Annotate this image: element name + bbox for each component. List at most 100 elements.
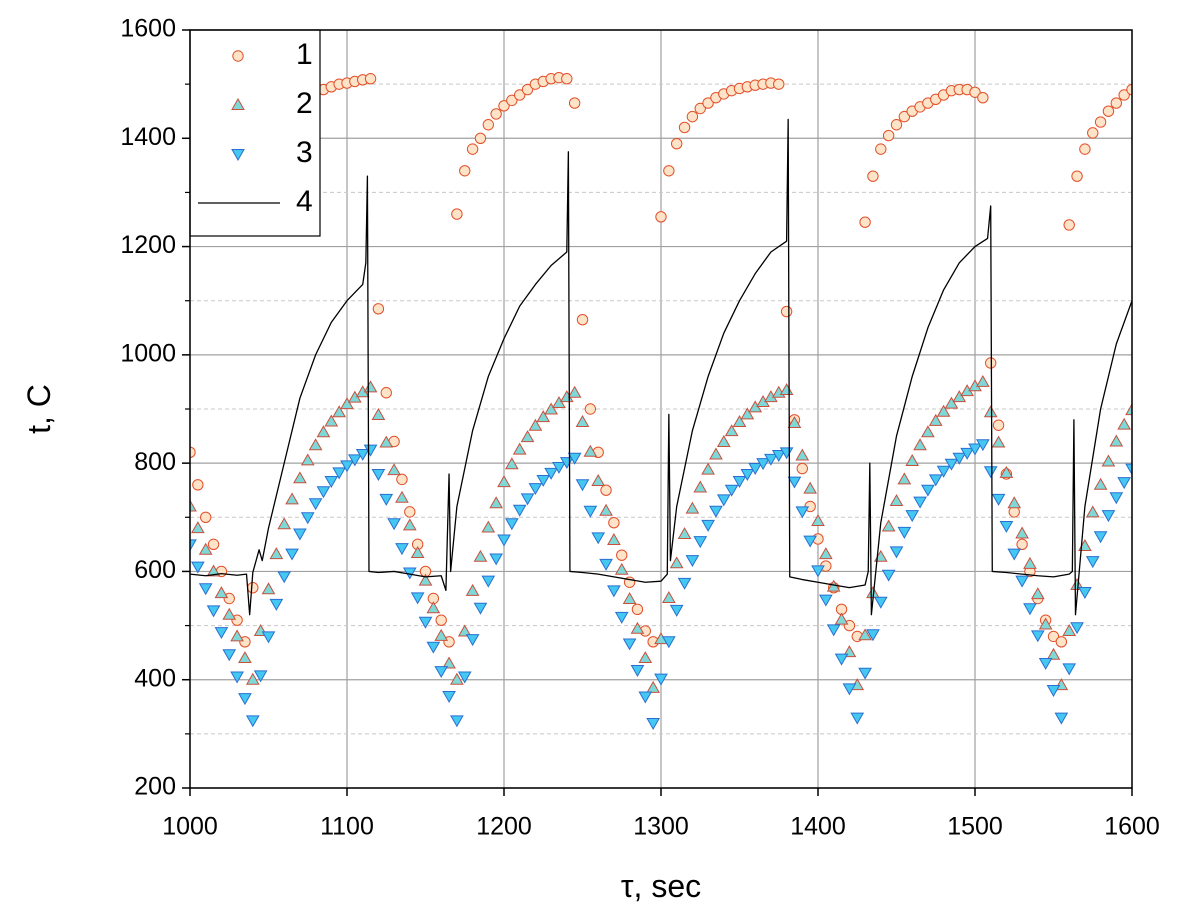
triangle-down-marker (269, 598, 284, 611)
circle-marker (600, 484, 612, 496)
triangle-up-marker (732, 415, 747, 427)
x-tick-label: 1600 (1104, 813, 1160, 841)
legend: 1 2 3 4 (189, 29, 321, 237)
triangle-down-marker (363, 444, 378, 457)
circle-marker (372, 303, 385, 315)
triangle-down-marker (881, 569, 896, 582)
triangle-down-marker (214, 627, 229, 640)
triangle-up-marker (638, 651, 653, 664)
triangle-down-marker (245, 715, 260, 728)
triangle-up-marker (685, 501, 700, 514)
triangle-up-marker (497, 475, 511, 488)
y-tick-label: 400 (134, 664, 176, 692)
triangle-up-marker (552, 396, 566, 409)
triangle-down-marker (834, 653, 849, 666)
triangle-down-marker (819, 594, 833, 607)
triangle-down-marker (426, 641, 441, 654)
triangle-down-marker (709, 505, 723, 518)
triangle-down-marker (716, 494, 731, 507)
triangle-down-marker (450, 715, 464, 728)
triangle-down-marker (991, 493, 1006, 506)
triangle-down-marker (379, 493, 394, 506)
triangle-down-marker (732, 476, 747, 488)
triangle-up-marker (803, 481, 817, 494)
triangle-up-marker (913, 438, 927, 451)
triangle-down-marker (599, 558, 613, 571)
y-tick-label: 1600 (120, 15, 176, 43)
triangle-down-marker (873, 596, 888, 609)
triangle-down-marker (1125, 463, 1132, 476)
triangle-up-marker (1046, 647, 1061, 660)
triangle-up-marker (190, 499, 197, 512)
triangle-up-marker (473, 549, 488, 562)
triangle-down-marker (1062, 663, 1077, 676)
triangle-down-marker (622, 638, 637, 651)
circle-marker (1102, 105, 1115, 117)
axes: 1000 1100 1200 1300 1400 1500 1600 200 400 600 800… (120, 15, 1159, 841)
circle-marker (584, 403, 597, 415)
triangle-up-marker (567, 385, 582, 398)
triangle-down-marker (230, 671, 244, 684)
triangle-up-marker (457, 624, 472, 637)
circle-marker (969, 86, 981, 98)
triangle-down-marker (936, 465, 951, 478)
triangle-up-marker (599, 503, 613, 516)
triangle-up-marker (1038, 617, 1053, 630)
triangle-down-marker (371, 468, 386, 481)
triangle-up-marker (489, 496, 503, 509)
triangle-down-marker (764, 453, 778, 466)
triangle-down-marker (1078, 587, 1092, 599)
triangle-up-marker (450, 672, 464, 685)
triangle-up-marker (1062, 623, 1077, 636)
triangle-down-marker (308, 498, 323, 511)
triangle-up-marker (222, 607, 237, 620)
triangle-down-marker (191, 561, 205, 574)
triangle-down-marker (473, 602, 488, 615)
triangle-up-marker (614, 562, 629, 575)
triangle-down-marker (206, 605, 221, 618)
triangle-down-marker (1030, 630, 1045, 643)
circle-marker (631, 603, 644, 616)
circle-marker (561, 73, 573, 85)
triangle-up-marker (293, 471, 307, 484)
triangle-down-marker (1085, 556, 1100, 569)
triangle-up-marker (1101, 454, 1116, 467)
circle-marker (875, 143, 887, 155)
triangle-up-marker (575, 415, 590, 427)
triangle-down-marker (897, 526, 912, 539)
triangle-down-marker (748, 463, 763, 476)
circle-marker (498, 100, 510, 112)
circle-marker (364, 73, 377, 85)
triangle-down-marker (607, 585, 621, 598)
triangle-up-marker (245, 672, 260, 685)
circle-marker (608, 517, 620, 529)
circle-marker (663, 165, 675, 177)
triangle-down-marker (685, 555, 700, 568)
triangle-down-marker (410, 592, 425, 605)
circle-marker (1110, 97, 1123, 109)
triangle-up-marker (285, 492, 299, 505)
triangle-down-marker (481, 575, 496, 588)
triangle-down-marker (457, 671, 472, 684)
triangle-up-marker (536, 410, 551, 423)
triangle-up-marker (512, 442, 527, 455)
triangle-down-marker (190, 539, 197, 552)
triangle-up-marker (858, 628, 872, 641)
circle-marker (992, 419, 1005, 431)
triangle-down-marker (253, 670, 268, 683)
triangle-up-marker (905, 453, 920, 466)
triangle-down-marker (803, 535, 817, 548)
triangle-up-marker (395, 490, 409, 503)
triangle-up-marker (520, 430, 535, 443)
triangle-up-marker (410, 546, 425, 559)
legend-label: 3 (296, 136, 313, 169)
triangle-up-marker (402, 518, 417, 531)
triangle-up-marker (206, 564, 221, 577)
triangle-down-marker (654, 673, 668, 686)
triangle-down-marker (1015, 575, 1029, 588)
circle-marker (568, 97, 581, 109)
triangle-down-marker (630, 664, 645, 677)
circle-marker (985, 357, 997, 369)
triangle-down-marker (662, 636, 676, 649)
